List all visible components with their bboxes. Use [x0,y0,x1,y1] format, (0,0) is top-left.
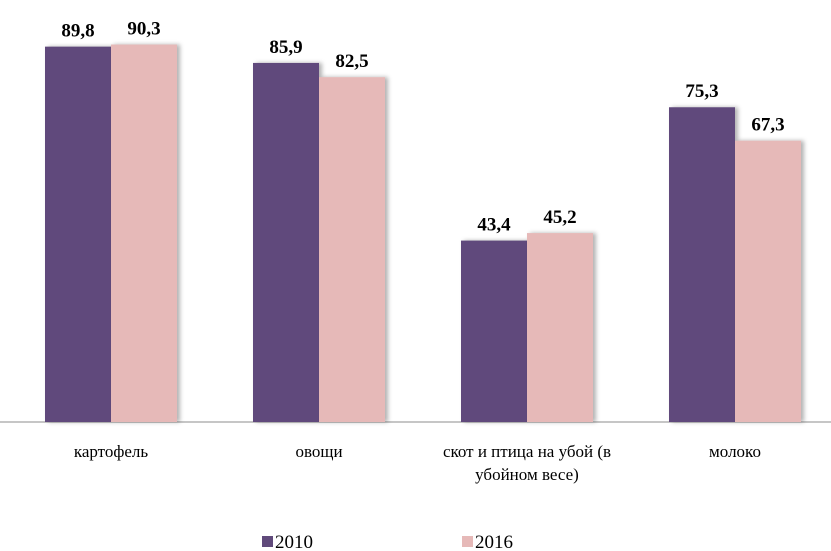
category-label: овощи [295,442,343,461]
value-label: 67,3 [751,115,784,136]
bar [45,46,111,423]
value-label: 43,4 [477,215,511,236]
legend-marker [462,536,473,547]
bar [461,240,527,422]
value-label: 85,9 [269,37,302,58]
bar [669,107,735,422]
category-label: молоко [709,442,761,461]
value-label: 45,2 [543,207,576,228]
category-label: скот и птица на убой (в убойном весе) [442,442,612,484]
bar [319,77,385,423]
bar [253,62,319,423]
legend-marker [262,536,273,547]
value-label: 82,5 [335,51,368,72]
value-label: 75,3 [685,81,718,102]
bar [111,44,177,423]
value-label: 89,8 [61,21,94,42]
legend-label: 2016 [475,532,513,551]
legend-label: 2010 [275,532,313,551]
bar [527,233,593,422]
value-label: 90,3 [127,19,160,40]
bar [735,140,801,422]
category-label: картофель [73,442,149,461]
